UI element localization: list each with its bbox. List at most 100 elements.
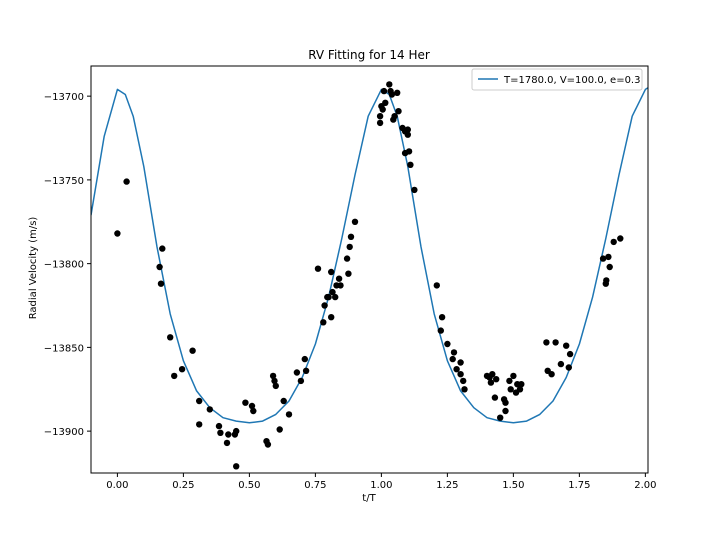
- data-point: [233, 463, 240, 470]
- y-tick-label: −13700: [44, 92, 84, 103]
- data-point: [566, 350, 574, 358]
- data-point: [610, 238, 617, 246]
- data-point: [497, 414, 504, 421]
- data-point: [297, 377, 305, 385]
- data-point: [404, 131, 411, 138]
- data-point: [543, 339, 550, 346]
- data-point: [337, 282, 344, 289]
- axes: 0.00 0.25 0.50 0.75 1.00 1.25 1.50 1.75 2.00 −139…: [44, 65, 656, 491]
- data-point: [376, 113, 384, 120]
- data-point: [123, 178, 130, 185]
- data-point: [379, 106, 386, 113]
- y-axis-label: Radial Velocity (m/s): [28, 217, 39, 320]
- x-tick-label: 2.00: [634, 480, 656, 491]
- data-point: [557, 360, 565, 368]
- data-point: [332, 293, 339, 301]
- data-point: [518, 381, 525, 388]
- data-point: [493, 376, 500, 383]
- data-point: [248, 402, 256, 410]
- x-tick-label: 0.25: [172, 480, 194, 491]
- data-point: [437, 327, 444, 334]
- data-point: [450, 349, 458, 356]
- x-tick-label: 1.00: [370, 480, 392, 491]
- plot-area: [91, 81, 648, 470]
- data-point: [178, 366, 186, 373]
- data-point: [196, 397, 203, 405]
- data-point: [376, 119, 384, 127]
- data-point: [351, 218, 359, 225]
- data-point: [617, 235, 624, 242]
- data-point: [507, 386, 514, 393]
- x-tick-label: 1.50: [502, 480, 524, 491]
- data-point: [328, 314, 335, 321]
- data-point: [328, 268, 335, 276]
- data-point: [487, 379, 495, 386]
- data-point: [347, 233, 355, 240]
- data-point: [457, 371, 464, 378]
- data-point: [159, 245, 166, 252]
- data-point: [502, 407, 509, 415]
- data-point: [460, 377, 467, 385]
- data-point: [457, 359, 464, 366]
- x-tick-label: 0.75: [304, 480, 326, 491]
- axes-frame: [90, 65, 649, 474]
- data-point: [171, 372, 178, 380]
- data-point: [301, 355, 308, 363]
- x-tick-label: 0.50: [238, 480, 260, 491]
- data-point: [489, 371, 496, 378]
- data-point: [603, 277, 610, 284]
- x-tick-label: 1.75: [568, 480, 590, 491]
- data-point: [394, 89, 401, 97]
- data-point: [250, 407, 257, 415]
- data-point: [411, 186, 418, 194]
- data-point: [563, 342, 570, 349]
- data-point: [242, 399, 249, 406]
- y-tick-label: −13750: [44, 176, 84, 187]
- fit-curve-line: [91, 87, 648, 424]
- x-tick-label: 1.25: [436, 480, 458, 491]
- data-point: [321, 302, 328, 309]
- data-point: [404, 126, 411, 133]
- data-point: [293, 369, 301, 376]
- x-axis-label: t/T: [362, 493, 376, 504]
- legend-box: [471, 68, 643, 91]
- data-point: [314, 265, 322, 272]
- data-point: [380, 87, 388, 95]
- data-point: [264, 441, 272, 448]
- y-tick-label: −13850: [44, 343, 84, 354]
- data-point: [405, 148, 413, 155]
- data-point: [223, 439, 231, 447]
- data-point: [382, 99, 389, 107]
- legend: T=1780.0, V=100.0, e=0.3: [471, 68, 643, 91]
- data-point: [276, 426, 283, 433]
- data-point: [606, 263, 613, 271]
- data-point: [343, 255, 351, 262]
- data-point: [548, 371, 555, 378]
- data-point: [346, 243, 353, 251]
- data-point: [506, 377, 513, 385]
- data-point: [552, 339, 559, 346]
- data-point: [433, 282, 440, 289]
- y-tick-label: −13800: [44, 260, 84, 271]
- data-point: [345, 270, 352, 277]
- data-point: [386, 81, 393, 88]
- data-point: [156, 263, 163, 271]
- data-point: [233, 427, 240, 435]
- data-point: [302, 367, 310, 374]
- data-point: [320, 319, 327, 326]
- data-point: [491, 394, 499, 401]
- data-point: [444, 340, 451, 348]
- data-point: [502, 399, 509, 406]
- x-tick-label: 0.00: [106, 480, 128, 491]
- data-point: [605, 253, 612, 261]
- data-point: [206, 406, 213, 413]
- data-point: [453, 366, 460, 373]
- data-point: [189, 347, 196, 354]
- data-point: [272, 382, 279, 390]
- data-point: [438, 314, 446, 321]
- data-point: [407, 161, 414, 168]
- data-point: [391, 113, 398, 120]
- data-point: [285, 411, 293, 418]
